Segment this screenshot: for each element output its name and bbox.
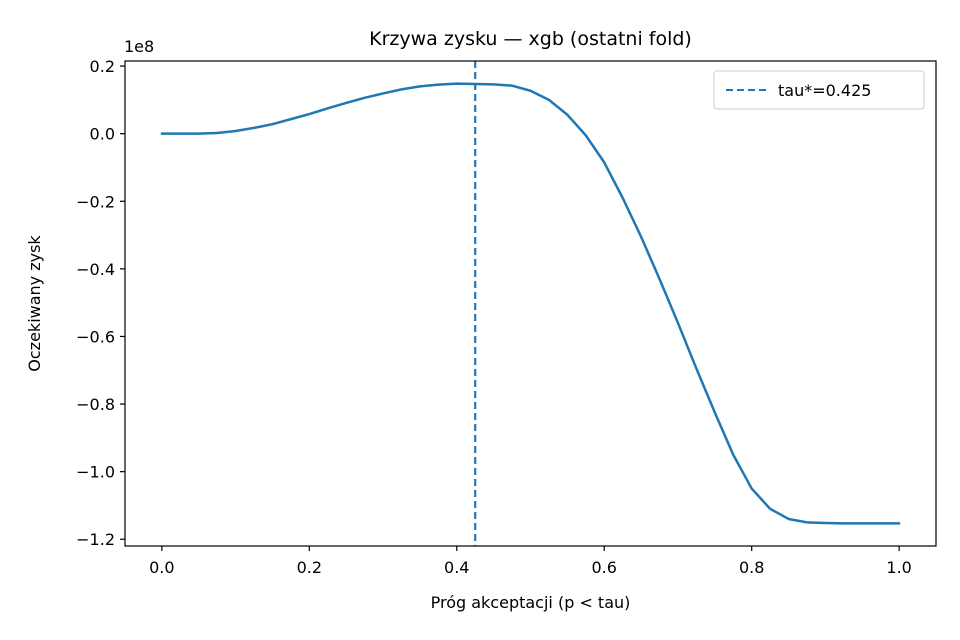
y-tick-label: −0.2 (76, 192, 115, 211)
legend-label: tau*=0.425 (778, 81, 871, 100)
x-tick-label: 0.6 (592, 558, 617, 577)
y-tick-label: −0.4 (76, 260, 115, 279)
y-tick-label: 0.2 (90, 57, 115, 76)
profit-curve-line-0 (160, 82, 901, 525)
legend-box (713, 70, 925, 110)
x-axis: 0.0 0.2 0.4 0.6 0.8 1.0 (149, 546, 912, 577)
x-tick-label: 1.0 (886, 558, 911, 577)
x-axis-label: Próg akceptacji (p < tau) (431, 593, 631, 612)
series-layer (160, 61, 901, 546)
x-tick-label: 0.4 (444, 558, 469, 577)
y-axis: 0.2 0.0 −0.2 −0.4 −0.6 −0.8 −1.0 −1.2 (76, 57, 125, 549)
axes-frame (124, 60, 937, 547)
y-tick-label: −0.8 (76, 395, 115, 414)
x-tick-label: 0.0 (149, 558, 174, 577)
legend: tau*=0.425 (713, 70, 925, 110)
x-tick-label: 0.2 (297, 558, 322, 577)
y-tick-label: −1.2 (76, 530, 115, 549)
chart-title: Krzywa zysku — xgb (ostatni fold) (369, 28, 692, 50)
y-axis-scale-label: 1e8 (124, 37, 154, 56)
y-tick-label: 0.0 (90, 125, 115, 144)
x-tick-label: 0.8 (739, 558, 764, 577)
y-axis-label: Oczekiwany zysk (25, 235, 44, 372)
y-tick-label: −1.0 (76, 463, 115, 482)
y-tick-label: −0.6 (76, 327, 115, 346)
plot-area (124, 60, 937, 547)
